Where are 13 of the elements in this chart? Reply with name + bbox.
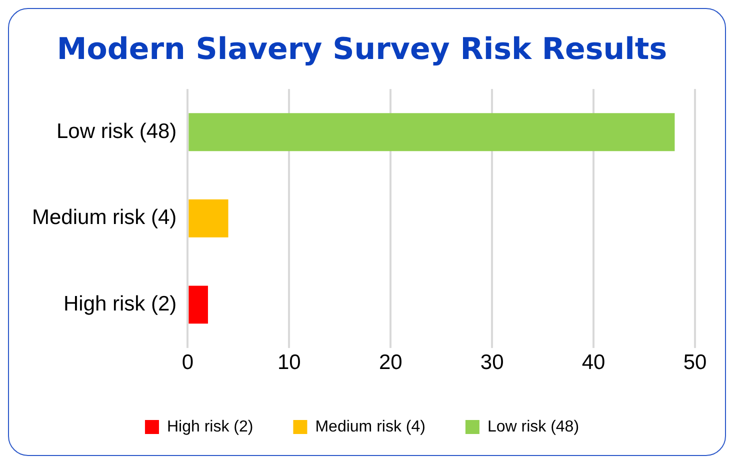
y-tick-label: Medium risk (4) — [32, 206, 177, 230]
x-tick-label: 10 — [277, 351, 301, 374]
x-tick-label: 40 — [582, 351, 606, 374]
legend-label: Low risk (48) — [487, 418, 580, 436]
legend-label: Medium risk (4) — [315, 418, 426, 436]
x-tick-label: 50 — [683, 351, 707, 374]
x-tick-label: 0 — [182, 351, 194, 374]
y-tick-label: Low risk (48) — [56, 120, 177, 143]
x-tick-label: 20 — [378, 351, 402, 374]
legend-label: High risk (2) — [166, 418, 254, 436]
chart-title: Modern Slavery Survey Risk Results — [56, 32, 668, 67]
x-tick-label: 30 — [480, 351, 504, 374]
y-tick-label: High risk (2) — [63, 292, 177, 316]
